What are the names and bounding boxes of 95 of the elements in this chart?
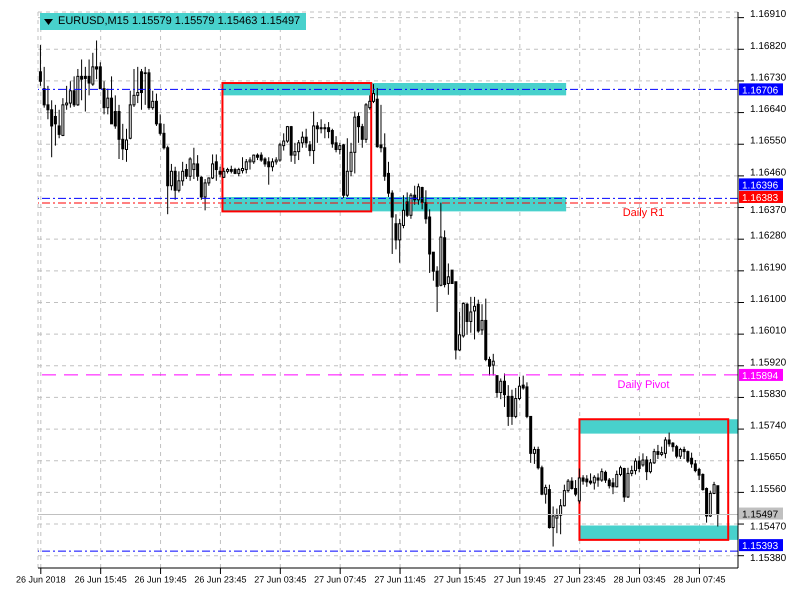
- x-tick-label: 26 Jun 15:45: [74, 574, 127, 584]
- y-tick-label: 1.16280: [750, 230, 787, 242]
- ref-line-label: Daily R1: [622, 206, 664, 219]
- candlestick: [626, 467, 630, 499]
- chart-title: EURUSD,M15 1.15579 1.15579 1.15463 1.15497: [58, 14, 300, 29]
- candlestick: [270, 158, 274, 172]
- y-tick-label: 1.15650: [750, 452, 787, 464]
- text: 1.15393: [742, 541, 779, 552]
- candlestick: [473, 296, 476, 340]
- text: 1.16706: [742, 85, 779, 96]
- candlestick: [211, 154, 214, 180]
- candlestick: [304, 128, 308, 148]
- candlestick: [589, 472, 592, 486]
- candlestick: [645, 456, 648, 481]
- candlestick: [604, 470, 608, 484]
- candlestick: [592, 474, 596, 490]
- candlestick: [42, 66, 46, 108]
- candlestick: [244, 158, 248, 174]
- candlestick: [330, 128, 334, 148]
- candlestick: [267, 156, 270, 186]
- text: 1.16396: [742, 180, 779, 192]
- y-tick-label: 1.16820: [750, 40, 787, 52]
- candlestick: [174, 166, 177, 200]
- candlestick: [54, 104, 57, 146]
- candlestick: [140, 68, 143, 110]
- candlestick: [492, 353, 495, 376]
- x-tick-label: 28 Jun 03:45: [614, 574, 666, 584]
- x-tick-label: 27 Jun 15:45: [434, 574, 486, 584]
- ref-line-label: Daily Pivot: [618, 378, 670, 391]
- candlestick: [300, 131, 304, 148]
- candlestick: [499, 378, 502, 400]
- text: 1.16383: [742, 192, 779, 204]
- candlestick: [678, 447, 682, 460]
- candlestick: [297, 140, 300, 161]
- candlestick: [682, 446, 686, 460]
- y-tick-label: 1.16550: [750, 136, 787, 147]
- x-tick-label: 26 Jun 23:45: [194, 574, 246, 584]
- candlestick: [323, 123, 326, 139]
- candlestick: [394, 214, 398, 250]
- y-tick-label: 1.15740: [750, 420, 787, 432]
- candlestick: [260, 152, 263, 162]
- candlestick: [514, 387, 518, 419]
- candlestick: [84, 66, 87, 112]
- candlestick: [125, 128, 128, 162]
- candlestick: [612, 477, 615, 495]
- candlestick: [664, 436, 667, 459]
- candlestick: [188, 156, 192, 182]
- y-tick-label: 1.16010: [750, 326, 787, 337]
- candlestick: [675, 444, 678, 459]
- candlestick: [585, 474, 588, 488]
- candlestick: [241, 156, 244, 174]
- candlestick: [656, 444, 660, 460]
- y-tick-label: 1.15560: [750, 484, 787, 495]
- text: 1.15497: [742, 510, 779, 521]
- candlestick: [222, 167, 226, 178]
- candlestick: [248, 156, 252, 170]
- candlestick: [510, 389, 514, 426]
- x-tick-label: 27 Jun 19:45: [494, 574, 546, 584]
- x-tick-label: 26 Jun 19:45: [134, 574, 187, 584]
- candlestick: [72, 76, 76, 108]
- text: 1.15894: [742, 370, 779, 382]
- y-tick-label: 1.16460: [750, 167, 787, 178]
- x-tick-label: 26 Jun 2018: [16, 574, 66, 584]
- candlestick: [346, 138, 349, 198]
- candlestick: [320, 118, 323, 134]
- y-tick-label: 1.16100: [750, 294, 787, 305]
- y-tick-label: 1.16910: [750, 9, 787, 20]
- candlestick: [136, 66, 140, 104]
- x-tick-label: 27 Jun 07:45: [314, 574, 366, 584]
- candlestick: [214, 154, 218, 182]
- y-tick-label: 1.15830: [750, 388, 787, 400]
- candlestick: [600, 468, 604, 482]
- y-tick-label: 1.15380: [750, 553, 787, 564]
- candlestick: [638, 456, 641, 473]
- candlestick: [634, 458, 637, 475]
- candlestick: [496, 375, 498, 398]
- candlestick: [416, 183, 420, 206]
- candlestick: [596, 472, 600, 488]
- y-tick-label: 1.16730: [750, 72, 787, 84]
- x-tick-label: 27 Jun 03:45: [254, 574, 306, 584]
- y-tick-label: 1.16370: [750, 205, 787, 216]
- y-tick-label: 1.15470: [750, 522, 787, 533]
- y-tick-label: 1.15920: [750, 357, 787, 368]
- candlestick: [578, 468, 581, 504]
- candlestick: [690, 452, 694, 468]
- x-tick-label: 27 Jun 23:45: [554, 574, 606, 584]
- x-tick-label: 28 Jun 07:45: [673, 574, 726, 584]
- candlestick: [144, 66, 147, 106]
- candlestick: [68, 80, 72, 108]
- x-tick-label: 27 Jun 11:45: [374, 574, 426, 584]
- candlestick: [192, 147, 196, 180]
- candlestick: [204, 178, 207, 211]
- candlestick: [466, 302, 469, 336]
- y-tick-label: 1.16190: [750, 262, 787, 274]
- y-tick-label: 1.16640: [750, 104, 787, 116]
